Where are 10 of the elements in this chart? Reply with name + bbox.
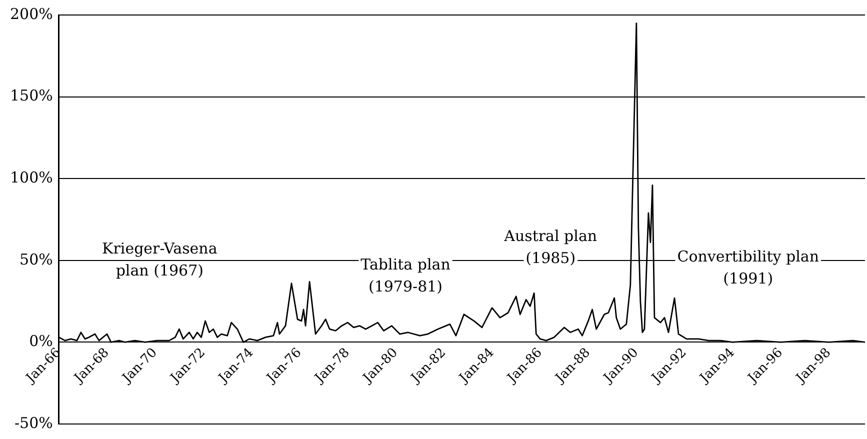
y-tick-label: 150% (10, 86, 53, 105)
y-tick-label: 50% (20, 250, 53, 268)
y-tick-label: 0% (29, 332, 53, 350)
annotation: Austral plan (1985) (503, 227, 598, 268)
annotation: Tablita plan (1979-81) (360, 256, 451, 296)
y-tick-label: 100% (10, 168, 53, 186)
y-tick-label: -50% (14, 414, 53, 432)
annotation: Krieger-Vasena plan (1967) (102, 239, 218, 280)
y-tick-label: 200% (10, 4, 53, 23)
annotation: Convertibility plan (1991) (677, 247, 820, 288)
